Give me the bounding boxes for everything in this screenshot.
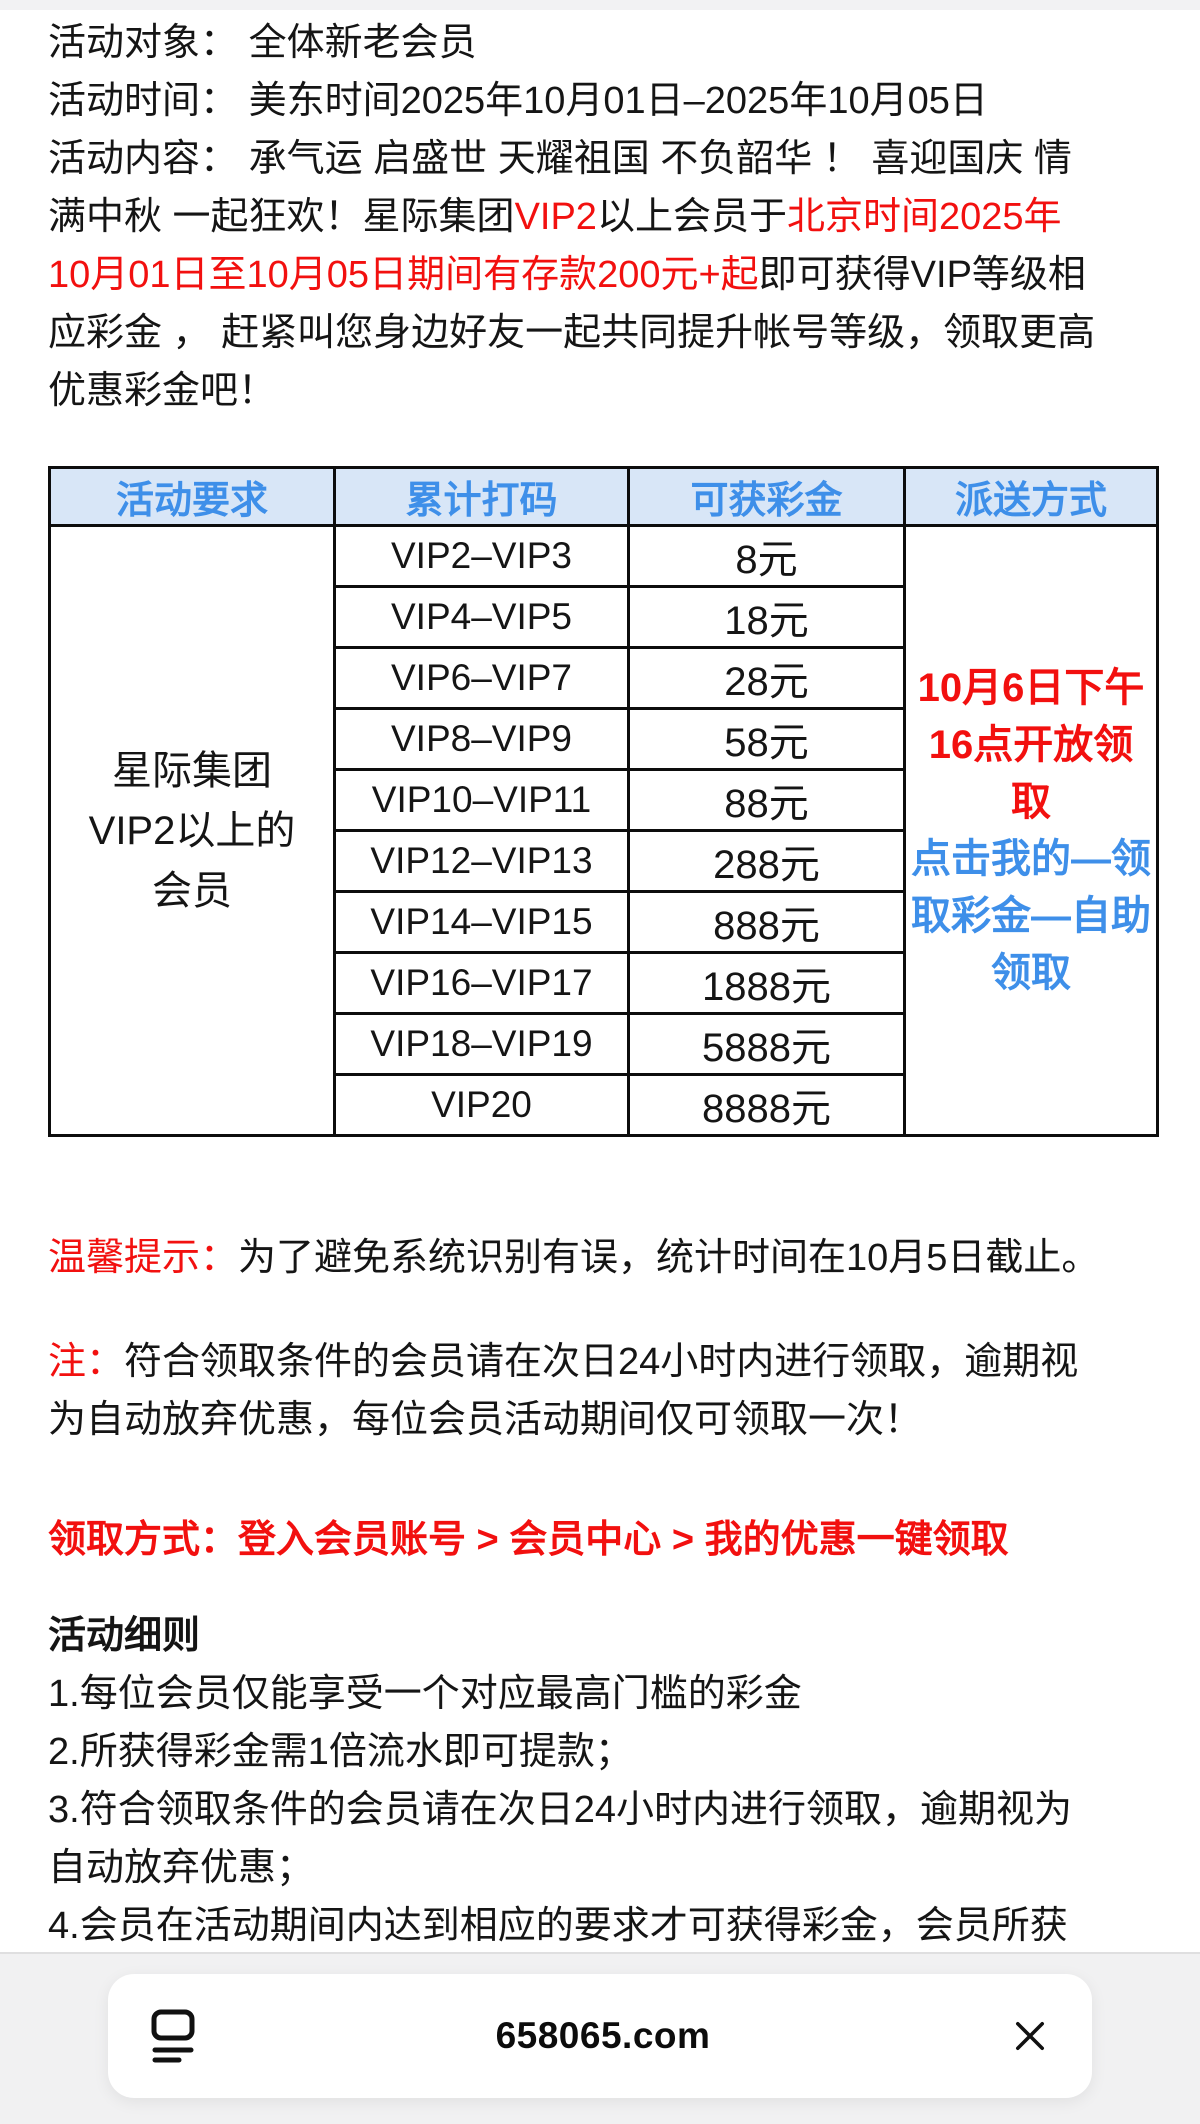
table-row: VIP4–VIP5 18元 [50,585,1158,649]
warm-tip-text: 为了避免系统识别有误，统计时间在10月5日截止。 [238,1237,1100,1279]
content-text-red-period: 北京时间2025年 10月01日至10月05日期间有存款200元+起 [48,196,1062,296]
table-row: VIP6–VIP7 28元 [50,646,1158,710]
url-banner-card: 658065.com [108,1974,1092,2098]
vip-range-cell: VIP12–VIP13 [333,829,630,893]
table-header-wagering: 累计打码 [333,466,630,527]
promo-page-content: 活动对象： 全体新老会员 活动时间： 美东时间2025年10月01日–2025年… [0,10,1200,1952]
table-row: VIP8–VIP9 58元 [50,707,1158,771]
bonus-cell: 5888元 [627,1012,906,1076]
requirement-cell: 星际集团 VIP2以上的 会员 [48,524,336,1137]
content-text-black-2: 以上会员于 [596,196,787,238]
table-row: VIP10–VIP11 88元 [50,768,1158,832]
table-row: VIP12–VIP13 288元 [50,829,1158,893]
bonus-cell: 28元 [627,646,906,710]
reader-view-icon [150,2008,196,2064]
rule-item-1: 1.每位会员仅能享受一个对应最高门槛的彩金 [48,1673,802,1715]
table-row: 星际集团 VIP2以上的 会员 VIP2–VIP3 8元 10月6日下午 16点… [48,524,1159,1137]
vip-range-cell: VIP8–VIP9 [333,707,630,771]
content-text-black-1: 承气运 启盛世 天耀祖国 不负韶华 ！ 喜迎国庆 情 满中秋 一起狂欢！星际集团 [48,138,1072,238]
delivery-path-text: 点击我的—领 取彩金—自助 领取 [911,836,1151,995]
vip-range-cell: VIP18–VIP19 [333,1012,630,1076]
table-row: VIP14–VIP15 888元 [50,890,1158,954]
bonus-cell: 88元 [627,768,906,832]
vip-range-cell: VIP6–VIP7 [333,646,630,710]
note-line: 注：符合领取条件的会员请在次日24小时内进行领取，逾期视 为自动放弃优惠，每位会… [48,1333,1156,1449]
note-label: 注： [48,1341,125,1383]
vip-range-cell: VIP20 [333,1073,630,1137]
page-top-strip [0,0,1200,10]
vip-range-cell: VIP14–VIP15 [333,890,630,954]
table-header-bonus: 可获彩金 [627,466,906,527]
rule-item-4: 4.会员在活动期间内达到相应的要求才可获得彩金，会员所获 彩金均由系统随机派送，… [48,1905,1068,1947]
vip-range-cell: VIP4–VIP5 [333,585,630,649]
bonus-cell: 1888元 [627,951,906,1015]
site-url-text: 658065.com [495,2015,711,2056]
table-header-requirement: 活动要求 [48,466,336,527]
bonus-cell: 18元 [627,585,906,649]
activity-target-label: 活动对象： [48,22,239,64]
table-row: VIP16–VIP17 1888元 [50,951,1158,1015]
content-text-black-3: 即可获得VIP等级相 应彩金 ， 赶紧叫您身边好友一起共同提升帐号等级，领取更高… [48,254,1096,412]
warm-tip-label: 温馨提示： [48,1237,239,1279]
bonus-cell: 8元 [627,524,906,588]
table-row: VIP20 8888元 [50,1073,1158,1137]
rule-item-3: 3.符合领取条件的会员请在次日24小时内进行领取，逾期视为 自动放弃优惠； [48,1789,1072,1889]
activity-content-paragraph: 活动内容： 承气运 启盛世 天耀祖国 不负韶华 ！ 喜迎国庆 情 满中秋 一起狂… [48,130,1156,420]
activity-time-value: 美东时间2025年10月01日–2025年10月05日 [238,80,988,122]
activity-target-value: 全体新老会员 [238,22,477,64]
close-banner-button[interactable] [1010,2016,1050,2056]
delivery-cell: 10月6日下午 16点开放领 取点击我的—领 取彩金—自助 领取 [903,524,1159,1137]
rule-item-2: 2.所获得彩金需1倍流水即可提款； [48,1731,633,1773]
activity-time-line: 活动时间： 美东时间2025年10月01日–2025年10月05日 [48,72,1156,130]
browser-bottom-bar: 658065.com [0,1952,1200,2124]
table-header-row: 活动要求 累计打码 可获彩金 派送方式 [48,466,1159,527]
claim-method-line: 领取方式：登入会员账号 > 会员中心 > 我的优惠一键领取 [48,1519,1009,1561]
vip-range-cell: VIP16–VIP17 [333,951,630,1015]
activity-target-line: 活动对象： 全体新老会员 [48,14,1156,72]
content-text-red-vip2: VIP2 [514,196,597,238]
vip-range-cell: VIP10–VIP11 [333,768,630,832]
table-header-delivery: 派送方式 [903,466,1159,527]
activity-content-label: 活动内容： [48,138,239,180]
rules-title: 活动细则 [48,1615,201,1657]
promo-table: 活动要求 累计打码 可获彩金 派送方式 星际集团 VIP2以上的 会员 VIP2… [48,466,1159,1137]
bonus-cell: 288元 [627,829,906,893]
bonus-cell: 58元 [627,707,906,771]
note-text: 符合领取条件的会员请在次日24小时内进行领取，逾期视 为自动放弃优惠，每位会员活… [48,1341,1079,1441]
vip-range-cell: VIP2–VIP3 [333,524,630,588]
warm-tip-line: 温馨提示：为了避免系统识别有误，统计时间在10月5日截止。 [48,1229,1156,1287]
delivery-time-text: 10月6日下午 16点开放领 取 [917,665,1145,824]
bonus-cell: 888元 [627,890,906,954]
bonus-cell: 8888元 [627,1073,906,1137]
activity-time-label: 活动时间： [48,80,239,122]
table-row: VIP18–VIP19 5888元 [50,1012,1158,1076]
